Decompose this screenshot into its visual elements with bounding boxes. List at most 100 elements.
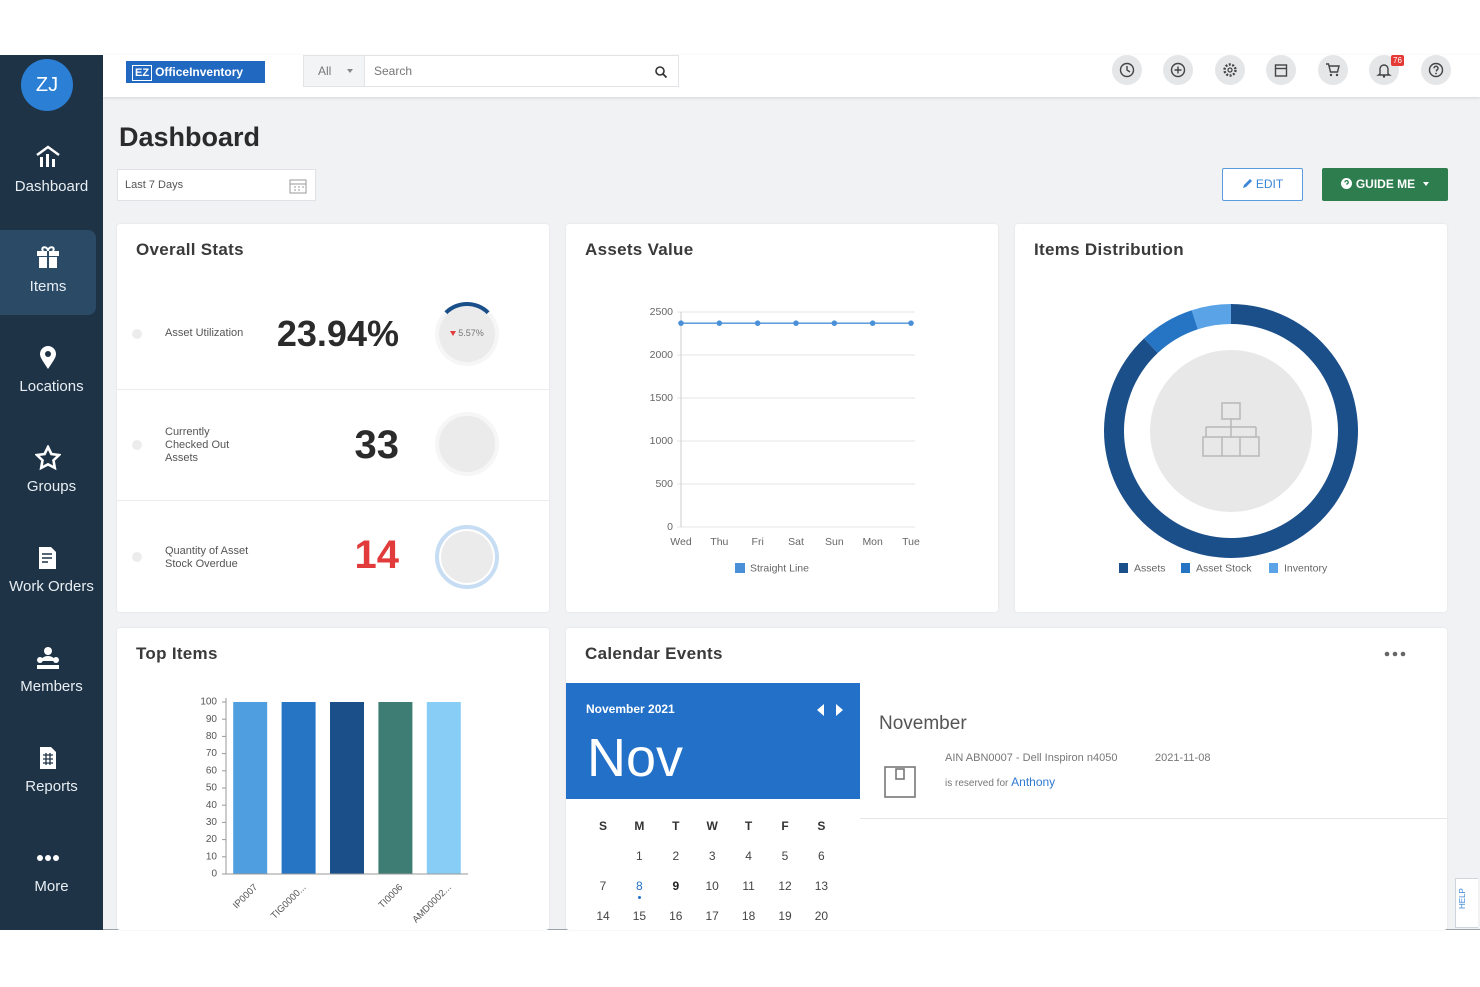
nav-icon xyxy=(37,647,59,669)
day[interactable]: 2 xyxy=(672,849,680,863)
add-button[interactable] xyxy=(1163,55,1193,85)
calendar-month-year: November 2021 xyxy=(586,702,675,716)
nav-label: Members xyxy=(20,678,83,695)
event-icon xyxy=(884,766,916,798)
logo[interactable]: EZ OfficeInventory xyxy=(126,61,265,83)
stat-change: 5.57% xyxy=(439,328,495,338)
weekday: T xyxy=(672,819,680,833)
day[interactable]: 16 xyxy=(669,909,683,923)
nav-item[interactable]: Locations xyxy=(0,330,103,415)
card-menu[interactable] xyxy=(1384,651,1406,657)
day[interactable]: 11 xyxy=(742,879,755,893)
nav-item[interactable]: Members xyxy=(0,630,103,715)
day[interactable]: 4 xyxy=(745,849,752,863)
day[interactable]: 5 xyxy=(781,849,789,863)
day[interactable]: 18 xyxy=(741,909,756,923)
calendar-button[interactable] xyxy=(1266,55,1296,85)
stat-value: 33 xyxy=(354,423,400,467)
nav-icon xyxy=(37,855,59,861)
weekday: T xyxy=(744,819,753,833)
stat-label: Quantity of Asset Stock Overdue xyxy=(165,545,249,570)
stat-dot xyxy=(132,329,142,339)
day[interactable]: 15 xyxy=(632,909,647,923)
nav-item[interactable]: Reports xyxy=(0,730,103,815)
nav-icon xyxy=(37,246,59,268)
stat-gauge: 5.57% xyxy=(435,302,499,366)
notification-badge: 76 xyxy=(1391,55,1404,66)
calendar-header: November 2021 Nov xyxy=(566,683,860,799)
day[interactable]: 14 xyxy=(596,909,610,923)
event-dot xyxy=(637,896,641,899)
search-input[interactable]: Search xyxy=(374,64,413,78)
nav-label: Work Orders xyxy=(9,578,94,595)
search-scope[interactable]: All xyxy=(304,56,365,86)
nav-icon xyxy=(39,547,56,569)
stat-label: Asset Utilization xyxy=(165,327,244,339)
day[interactable]: 1 xyxy=(636,849,643,863)
day[interactable]: 20 xyxy=(814,909,829,923)
event-month: November xyxy=(879,713,967,734)
nav-label: Dashboard xyxy=(14,178,89,195)
top-items-card: Top Items xyxy=(117,628,549,930)
overall-stats-card: Overall Stats Asset Utilization 23.94% 5… xyxy=(117,224,549,612)
day[interactable]: 7 xyxy=(599,879,607,893)
nav-icon xyxy=(40,747,56,769)
weekday: S xyxy=(598,819,607,833)
stat-dot xyxy=(132,552,142,562)
date-range-label: Last 7 Days xyxy=(125,179,184,191)
weekday: S xyxy=(817,819,826,833)
help-tab[interactable]: HELP xyxy=(1455,878,1478,928)
card-title: Top Items xyxy=(136,644,218,663)
day[interactable]: 19 xyxy=(778,909,792,923)
nav-icon xyxy=(40,346,56,369)
help-button[interactable] xyxy=(1421,55,1451,85)
stat-gauge xyxy=(435,525,499,589)
nav-icon xyxy=(35,445,61,471)
guide-caret xyxy=(1423,182,1430,186)
stat-dot xyxy=(132,440,142,450)
card-title: Assets Value xyxy=(585,240,694,259)
scope-label: All xyxy=(318,64,332,78)
day[interactable]: 10 xyxy=(705,879,719,893)
weekday: F xyxy=(781,819,789,833)
reserved-by[interactable]: Anthony xyxy=(1011,775,1056,789)
edit-button[interactable]: EDIT xyxy=(1222,168,1303,201)
day[interactable]: 17 xyxy=(705,909,719,923)
cart-button[interactable] xyxy=(1318,55,1348,85)
guide-button[interactable]: GUIDE ME xyxy=(1322,168,1448,201)
day[interactable]: 3 xyxy=(708,849,716,863)
edit-icon xyxy=(1242,179,1252,188)
down-arrow xyxy=(450,331,457,336)
search-icon[interactable] xyxy=(654,65,668,79)
nav-icon xyxy=(36,145,60,167)
stat-row: Asset Utilization 23.94% 5.57% xyxy=(117,279,549,390)
sidebar xyxy=(0,55,103,930)
event-asset: AIN ABN0007 - Dell Inspiron n4050 xyxy=(945,752,1118,764)
nav-label: Reports xyxy=(25,778,78,795)
event-date: 2021-11-08 xyxy=(1155,752,1211,764)
settings-button[interactable] xyxy=(1215,55,1245,85)
nav-item[interactable]: Dashboard xyxy=(0,130,103,215)
day[interactable]: 6 xyxy=(818,849,825,863)
day[interactable]: 13 xyxy=(814,879,829,893)
date-range[interactable]: Last 7 Days xyxy=(117,169,316,201)
day[interactable]: 9 xyxy=(672,879,680,893)
weekday: W xyxy=(706,819,718,833)
reserved-text: is reserved for xyxy=(945,778,1009,789)
card-title: Overall Stats xyxy=(136,240,244,259)
day[interactable]: 12 xyxy=(778,879,792,893)
nav-label: More xyxy=(34,878,69,895)
edit-label: EDIT xyxy=(1255,177,1284,191)
logo-text: OfficeInventory xyxy=(155,65,244,79)
nav-item[interactable]: Items xyxy=(0,230,96,315)
nav-item[interactable]: More xyxy=(0,830,103,915)
stat-row: Quantity of Asset Stock Overdue 14 xyxy=(117,501,549,612)
nav-item[interactable]: Work Orders xyxy=(0,530,103,615)
history-button[interactable] xyxy=(1112,55,1142,85)
calendar-arrows[interactable] xyxy=(816,704,846,716)
nav-item[interactable]: Groups xyxy=(0,430,103,515)
nav-label: Groups xyxy=(26,478,77,495)
day[interactable]: 8 xyxy=(624,879,654,899)
avatar[interactable]: ZJ xyxy=(21,59,73,111)
